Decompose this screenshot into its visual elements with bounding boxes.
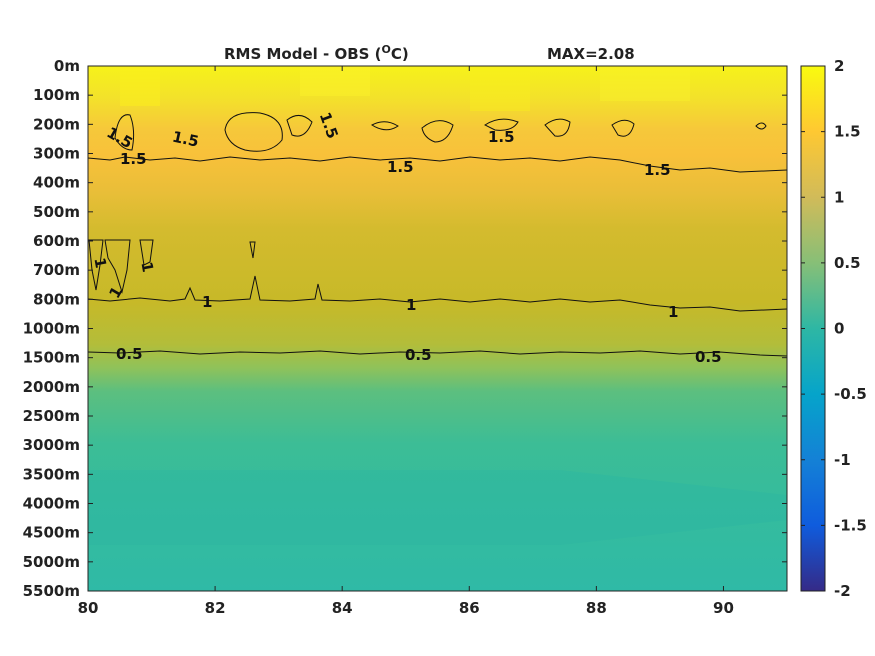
colorbar-tick-label: 0 [834,320,844,338]
y-axis: 0m 100m 200m 300m 400m 500m 600m 700m 800m 1000m 1… [23,57,787,600]
chart-title: RMS Model - OBS (OC) MAX=2.08 [224,43,635,63]
y-tick-label: 5000m [23,553,80,571]
plot-area: 1.5 1.5 1.5 1.5 1.5 1.5 1.5 1 1 1 1 1 1 … [87,65,788,592]
contour-label: 1 [137,260,157,273]
x-tick-label: 90 [713,599,734,617]
y-tick-label: 800m [33,290,80,308]
y-tick-label: 300m [33,145,80,163]
contour-closed-1a [88,239,104,291]
contour-closed-1-5a [114,114,135,151]
contour-label: 1 [668,303,678,321]
title-text: RMS Model - OBS ( [224,45,382,63]
contour-label: 1 [406,296,416,314]
y-tick-label: 2000m [23,378,80,396]
y-tick-label: 200m [33,115,80,133]
contour-line-0-5 [88,350,787,357]
contour-closed-1-5h [611,119,635,137]
colorbar-tick-label: -2 [834,582,851,600]
title-main: RMS Model - OBS (OC) [224,43,409,63]
contour-label: 1.5 [644,161,671,179]
colorbar-tick-label: 0.5 [834,254,861,272]
contour-closed-1d [249,241,256,259]
field-texture [88,66,787,545]
y-tick-label: 3500m [23,465,80,483]
x-tick-label: 86 [459,599,480,617]
contour-closed-1b [104,239,131,294]
y-tick-label: 1500m [23,349,80,367]
x-tick-label: 82 [205,599,226,617]
contour-closed-1-5c [286,115,313,137]
y-tick-label: 700m [33,261,80,279]
contour-label: 1.5 [387,158,414,176]
colorbar-tick-label: 1.5 [834,123,861,141]
y-tick-label: 5500m [23,582,80,600]
x-tick-label: 80 [78,599,99,617]
y-tick-label: 600m [33,232,80,250]
y-tick-label: 400m [33,174,80,192]
y-tick-label: 3000m [23,436,80,454]
y-tick-label: 4500m [23,524,80,542]
y-tick-label: 2500m [23,407,80,425]
contour-label: 1.5 [488,128,515,146]
contour-closed-1-5d [371,121,399,131]
colorbar-tick-label: 1 [834,188,844,206]
contour-label: 0.5 [405,346,432,364]
title-superscript: O [382,43,391,56]
colorbar-ticks: 2 1.5 1 0.5 0 -0.5 -1 -1.5 -2 [801,57,867,600]
contour-line-1 [88,275,787,312]
colorbar: 2 1.5 1 0.5 0 -0.5 -1 -1.5 -2 [800,57,867,600]
contour-label: 0.5 [695,348,722,366]
contour-closed-1-5b [224,112,283,152]
contour-lines [88,112,787,357]
colorbar-tick-label: 2 [834,57,844,75]
colorbar-tick-label: -0.5 [834,385,867,403]
contour-closed-1-5f [484,118,519,131]
y-tick-label: 0m [54,57,80,75]
contour-closed-1-5e [421,120,454,143]
contour-closed-1c [139,239,154,266]
contour-closed-1-5i [755,122,767,130]
x-axis: 80 82 84 86 88 90 [78,66,734,617]
contour-closed-1-5g [544,118,571,137]
heatmap-field [88,66,787,591]
contour-label: 1.5 [120,150,147,168]
contour-line-1-5 [88,156,787,173]
y-tick-label: 4000m [23,495,80,513]
max-label: MAX=2.08 [547,45,635,63]
x-tick-label: 84 [332,599,353,617]
x-tick-label: 88 [586,599,607,617]
contour-label: 1 [90,256,110,269]
contour-label: 1.5 [171,128,201,151]
contour-label: 1 [202,293,212,311]
contour-label: 0.5 [116,345,143,363]
y-tick-label: 500m [33,203,80,221]
y-tick-label: 100m [33,86,80,104]
colorbar-tick-label: -1.5 [834,516,867,534]
y-tick-label: 1000m [23,320,80,338]
title-unit: C) [391,45,409,63]
colorbar-tick-label: -1 [834,451,851,469]
